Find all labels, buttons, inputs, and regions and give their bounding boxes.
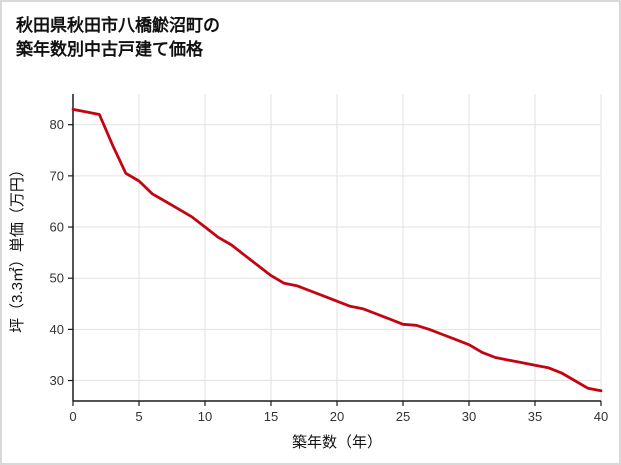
- price-series-line: [71, 107, 603, 393]
- svg-text:0: 0: [69, 409, 76, 424]
- svg-text:15: 15: [264, 409, 278, 424]
- svg-text:25: 25: [396, 409, 410, 424]
- svg-text:60: 60: [50, 220, 64, 235]
- chart-title-line1: 秋田県秋田市八橋鯲沼町の: [16, 16, 220, 35]
- x-axis-ticks: 0 5 10 15 20 25 30 35 40: [69, 401, 608, 424]
- chart-title: 秋田県秋田市八橋鯲沼町の 築年数別中古戸建て価格: [16, 14, 220, 62]
- svg-text:5: 5: [135, 409, 142, 424]
- svg-text:40: 40: [50, 322, 64, 337]
- svg-text:70: 70: [50, 168, 64, 183]
- svg-text:20: 20: [330, 409, 344, 424]
- y-axis-ticks: 30 40 50 60 70 80: [50, 117, 73, 388]
- svg-text:30: 30: [462, 409, 476, 424]
- svg-text:40: 40: [594, 409, 608, 424]
- svg-text:35: 35: [528, 409, 542, 424]
- gridlines: [73, 94, 602, 401]
- x-axis-label: 築年数（年）: [292, 433, 382, 451]
- y-axis-label: 坪（3.3㎡）単価（万円）: [9, 162, 26, 333]
- chart-title-line2: 築年数別中古戸建て価格: [16, 39, 203, 59]
- svg-text:80: 80: [50, 117, 64, 132]
- svg-text:30: 30: [50, 373, 64, 388]
- price-line-chart: 0 5 10 15 20 25 30 35 40 30 40 50 60 70 80 築年数（年） 坪（3.3㎡…: [9, 94, 608, 451]
- svg-text:50: 50: [50, 271, 64, 286]
- svg-text:10: 10: [198, 409, 212, 424]
